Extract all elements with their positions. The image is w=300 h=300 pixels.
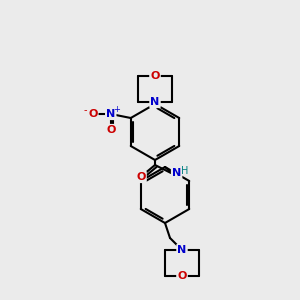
Text: H: H — [181, 166, 188, 176]
Text: +: + — [113, 104, 120, 113]
Text: -: - — [84, 105, 88, 115]
Text: O: O — [177, 271, 187, 281]
Text: N: N — [177, 245, 187, 255]
Text: O: O — [88, 109, 98, 119]
Text: O: O — [106, 125, 116, 135]
Text: N: N — [106, 109, 116, 119]
Text: N: N — [150, 97, 160, 107]
Text: N: N — [172, 168, 181, 178]
Text: O: O — [150, 71, 160, 81]
Text: O: O — [136, 172, 146, 182]
